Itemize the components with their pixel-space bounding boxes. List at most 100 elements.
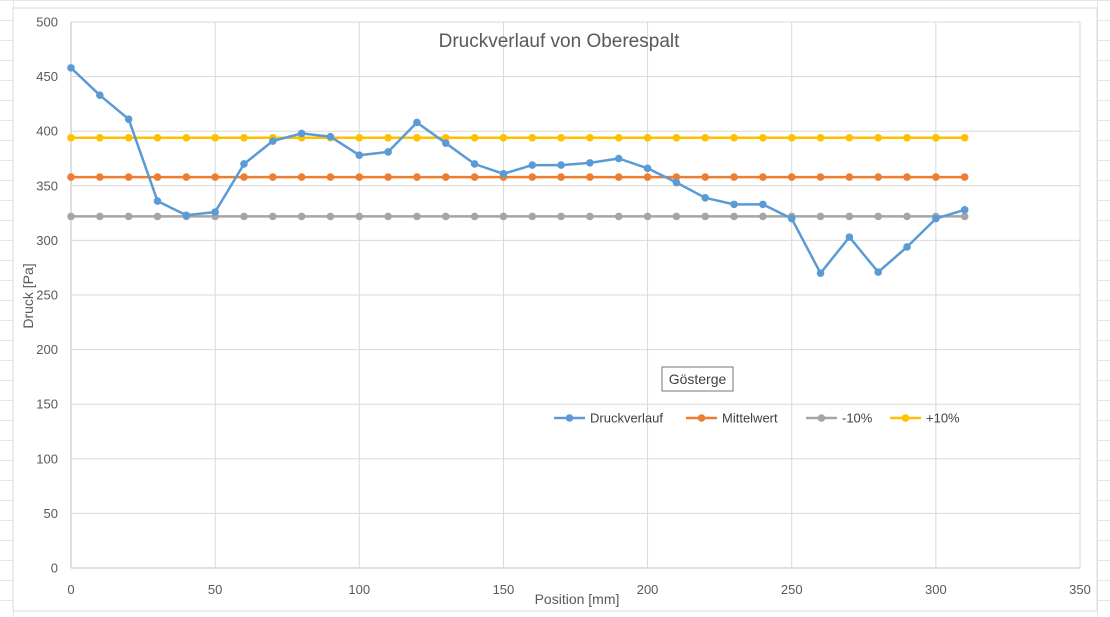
y-tick-label: 200 [36,342,58,357]
data-point [845,212,854,221]
gridlines [70,21,1081,569]
data-point [614,173,623,181]
data-point [355,151,364,160]
data-point [672,133,681,142]
data-point [441,139,450,148]
data-point [643,164,652,173]
series-Druckverlauf [67,64,969,277]
data-point [672,212,681,221]
series-lines [67,64,969,277]
data-point [297,129,306,138]
legend-tooltip: Gösterge [661,366,734,392]
data-point [759,133,767,142]
data-point [211,133,219,142]
data-point [413,133,421,142]
data-point [960,206,969,214]
legend-item-+10%[interactable]: +10% [890,411,960,426]
data-point [614,133,623,142]
data-point [730,212,738,221]
legend[interactable]: Druckverlauf Mittelwert -10% +10% [554,411,960,426]
data-point [182,133,191,142]
data-point [845,233,854,241]
legend-item-Mittelwert[interactable]: Mittelwert [686,411,778,426]
series-+10% [67,133,969,142]
data-point [240,173,248,181]
data-point [470,212,479,221]
data-point [787,133,796,142]
y-tick-label: 400 [36,124,58,139]
data-point [297,173,306,181]
data-point [211,173,219,181]
data-point [470,160,479,168]
y-tick-label: 350 [36,178,58,193]
data-point [67,212,75,221]
data-point [355,133,364,142]
data-point [499,133,508,142]
data-point [413,118,421,127]
data-point [153,212,162,221]
data-point [586,133,594,142]
x-tick-label: 350 [1069,582,1091,597]
data-point [441,212,450,221]
data-point [816,173,825,181]
axes: 0 50 100 150 200 250 300 350 400 450 500 0 50 100 150 2… [36,15,1091,598]
data-point [557,173,565,181]
y-tick-label: 300 [36,233,58,248]
data-point [413,212,421,221]
data-point [816,269,825,277]
data-point [932,173,940,181]
legend-item--10%[interactable]: -10% [806,411,873,426]
data-point [326,132,335,141]
data-point [903,243,911,251]
data-point [903,212,911,221]
data-point [787,214,796,223]
data-point [269,212,277,221]
data-point [384,212,392,221]
data-point [96,133,104,142]
data-point [557,212,565,221]
y-tick-label: 0 [51,561,58,576]
data-point [240,212,248,221]
data-point [874,133,882,142]
data-point [499,212,508,221]
data-point [67,64,75,72]
data-point [67,133,75,142]
data-point [67,173,75,181]
x-axis-title: Position [mm] [535,591,620,607]
data-point [845,173,854,181]
data-point [816,133,825,142]
data-point [384,133,392,142]
x-tick-label: 50 [208,582,222,597]
data-point [528,173,537,181]
data-point [816,212,825,221]
legend-item-Druckverlauf[interactable]: Druckverlauf [554,411,663,426]
data-point [614,212,623,221]
data-point [874,173,882,181]
data-point [96,91,104,99]
data-point [384,148,392,156]
data-point [124,133,133,142]
data-point [153,197,162,205]
data-point [614,154,623,163]
data-point [528,133,537,142]
data-point [701,194,710,202]
data-point [297,212,306,221]
chart-title: Druckverlauf von Oberespalt [439,31,680,52]
legend-swatch-marker [817,414,826,422]
x-tick-label: 200 [637,582,659,597]
data-point [787,173,796,181]
data-point [153,173,162,181]
legend-tooltip-box [661,366,734,392]
y-tick-label: 250 [36,288,58,303]
chart-frame [12,7,1098,612]
data-point [211,208,219,216]
data-point [672,178,681,187]
series-line [70,66,966,275]
data-point [586,173,594,181]
y-tick-label: 50 [44,506,58,521]
data-point [730,133,738,142]
legend-label: +10% [926,411,960,426]
legend-label: Mittelwert [722,411,778,426]
